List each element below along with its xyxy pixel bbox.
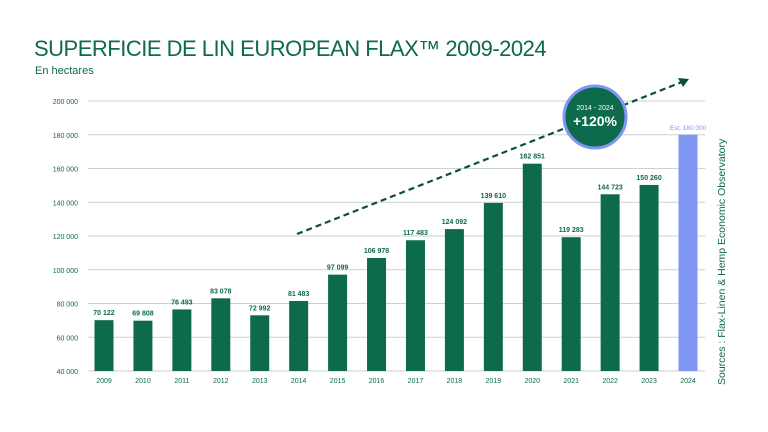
- data-label: Est. 180 000: [670, 125, 707, 132]
- x-tick-label: 2017: [408, 378, 424, 385]
- data-label: 119 283: [559, 227, 584, 234]
- x-tick-label: 2020: [524, 378, 540, 385]
- data-label: 81 483: [288, 291, 310, 298]
- x-tick-label: 2014: [291, 378, 307, 385]
- bar-2015: [328, 274, 348, 371]
- data-label: 69 808: [132, 311, 154, 318]
- x-tick-label: 2011: [174, 378, 189, 385]
- y-tick-label: 40 000: [57, 369, 79, 376]
- data-label: 162 851: [520, 154, 545, 161]
- x-tick-label: 2024: [680, 378, 696, 385]
- x-tick-label: 2018: [447, 378, 463, 385]
- chart-subtitle: En hectares: [35, 65, 94, 77]
- x-tick-label: 2019: [486, 378, 502, 385]
- bar-2010: [133, 320, 153, 371]
- data-label: 150 260: [636, 175, 661, 182]
- y-tick-label: 160 000: [53, 167, 78, 174]
- bar-2017: [405, 240, 425, 371]
- bar-2020: [522, 163, 542, 371]
- x-tick-label: 2021: [563, 378, 579, 385]
- x-tick-label: 2015: [330, 378, 346, 385]
- data-label: 124 092: [442, 219, 467, 226]
- y-tick-label: 120 000: [53, 234, 78, 241]
- growth-value: +120%: [573, 113, 618, 129]
- y-tick-label: 60 000: [57, 335, 79, 342]
- bar-2009: [94, 320, 114, 371]
- growth-period: 2014 - 2024: [576, 105, 613, 112]
- bar-2019: [483, 202, 503, 371]
- bar-2024: [678, 134, 698, 371]
- growth-badge: [562, 84, 628, 150]
- bar-2023: [639, 184, 659, 371]
- y-tick-label: 80 000: [57, 302, 79, 309]
- x-tick-label: 2023: [641, 378, 657, 385]
- data-label: 139 610: [481, 193, 506, 200]
- bar-2011: [172, 309, 192, 371]
- x-tick-label: 2016: [369, 378, 385, 385]
- bar-2014: [289, 300, 309, 371]
- y-tick-label: 180 000: [53, 133, 78, 140]
- data-label: 70 122: [93, 310, 115, 317]
- arrow-head-icon: [678, 78, 689, 87]
- data-label: 83 078: [210, 288, 232, 295]
- data-label: 76 493: [171, 299, 193, 306]
- bar-2018: [444, 229, 464, 371]
- x-tick-label: 2022: [602, 378, 618, 385]
- bar-2016: [367, 257, 387, 371]
- bar-2013: [250, 315, 270, 371]
- bar-2022: [600, 194, 620, 371]
- bar-2012: [211, 298, 231, 371]
- y-tick-label: 200 000: [53, 99, 78, 106]
- x-tick-label: 2013: [252, 378, 268, 385]
- x-tick-label: 2010: [135, 378, 151, 385]
- bar-2021: [561, 237, 581, 371]
- y-tick-label: 140 000: [53, 200, 78, 207]
- data-label: 97 099: [327, 265, 349, 272]
- data-label: 117 483: [403, 230, 428, 237]
- source-note: Sources : Flax-Linen & Hemp Economic Obs…: [716, 138, 728, 385]
- data-label: 106 978: [364, 248, 389, 255]
- data-label: 72 992: [249, 305, 271, 312]
- x-tick-label: 2009: [96, 378, 112, 385]
- x-tick-label: 2012: [213, 378, 229, 385]
- y-tick-label: 100 000: [53, 268, 78, 275]
- data-label: 144 723: [597, 184, 622, 191]
- chart-title: SUPERFICIE DE LIN EUROPEAN FLAX™ 2009-20…: [34, 36, 547, 61]
